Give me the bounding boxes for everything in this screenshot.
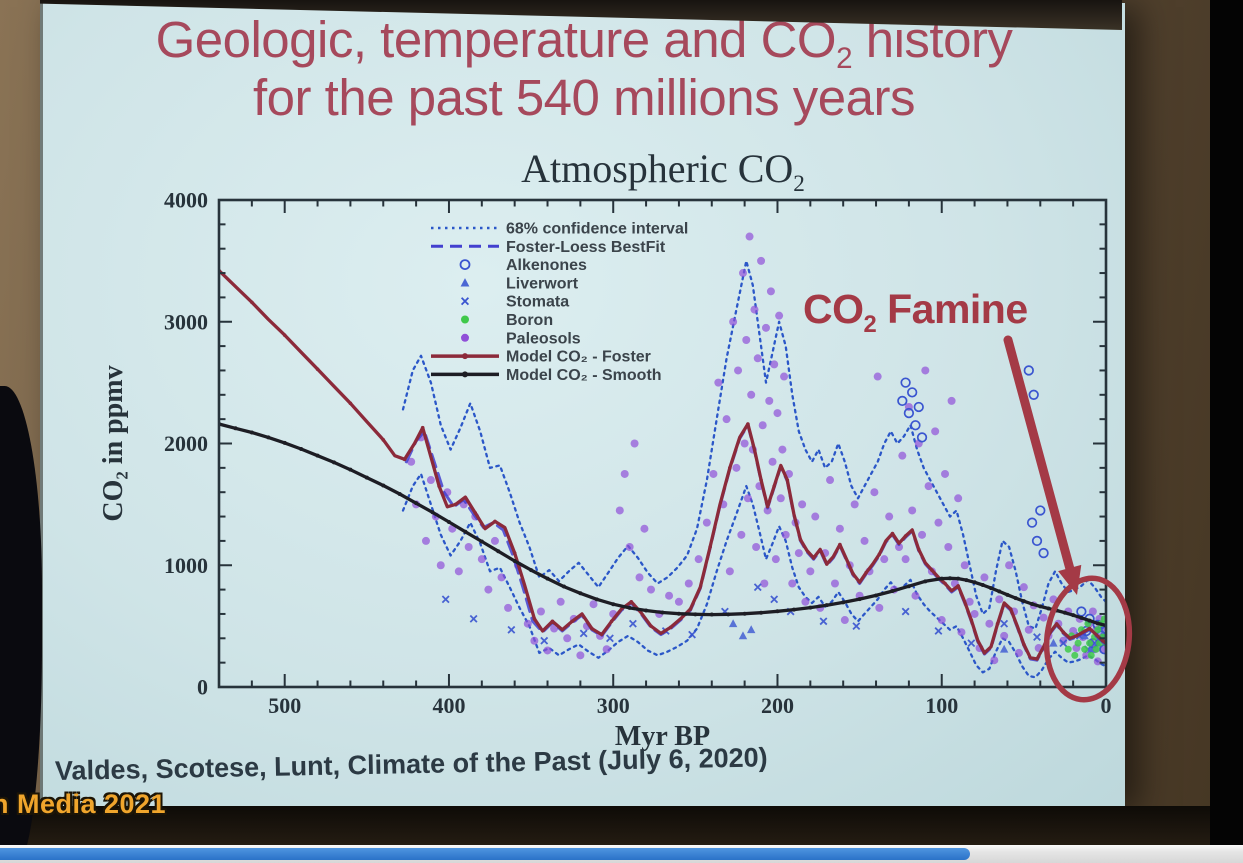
ci-upper-line	[401, 259, 1106, 630]
legend-label: Model CO₂ - Foster	[506, 349, 651, 366]
room-foreground	[0, 806, 1243, 845]
legend-label: Boron	[506, 312, 553, 329]
slide-title: Geologic, temperature and CO2 history fo…	[43, 11, 1125, 126]
chart-title: Atmospheric CO2	[521, 146, 805, 197]
video-progress-track[interactable]	[0, 845, 1243, 863]
legend-label: Model CO₂ - Smooth	[506, 367, 662, 384]
watermark-text: n Media 2021	[0, 789, 167, 819]
frame-right-edge	[1210, 0, 1243, 845]
x-tick-label: 200	[761, 693, 794, 718]
model-smooth-line	[219, 422, 1106, 628]
y-tick-label: 3000	[164, 309, 208, 334]
legend-label: 68% confidence interval	[506, 221, 688, 238]
legend-label: Foster-Loess BestFit	[506, 239, 666, 256]
y-tick-label: 4000	[164, 188, 208, 213]
legend-label: Liverwort	[506, 275, 579, 292]
video-progress-bar[interactable]	[0, 848, 970, 860]
famine-arrow-head	[1058, 564, 1082, 595]
y-tick-label: 2000	[164, 431, 208, 456]
slide-title-line2: for the past 540 millions years	[253, 68, 916, 126]
famine-circle	[1043, 575, 1133, 703]
legend-label: Stomata	[506, 294, 569, 311]
paleosols-points	[407, 232, 1106, 666]
projected-slide: Geologic, temperature and CO2 history fo…	[40, 3, 1133, 806]
legend-label: Alkenones	[506, 257, 587, 274]
x-tick-label: 100	[925, 693, 958, 718]
y-tick-label: 0	[197, 675, 208, 700]
x-tick-label: 300	[597, 693, 630, 718]
ci-lower-line	[401, 472, 1106, 679]
x-tick-label: 400	[432, 693, 465, 718]
y-tick-label: 1000	[164, 553, 208, 578]
y-axis-title: CO₂ in ppmv	[98, 365, 129, 521]
legend-label: Paleosols	[506, 330, 581, 347]
x-tick-label: 0	[1101, 693, 1112, 718]
plot-data-layer	[219, 232, 1106, 679]
model-foster-line	[219, 268, 1106, 661]
x-tick-label: 500	[268, 693, 301, 718]
x-axis-title: Myr BP	[615, 721, 710, 752]
famine-arrow	[1003, 335, 1075, 573]
co2-famine-annotation: CO2 Famine	[803, 286, 1028, 339]
